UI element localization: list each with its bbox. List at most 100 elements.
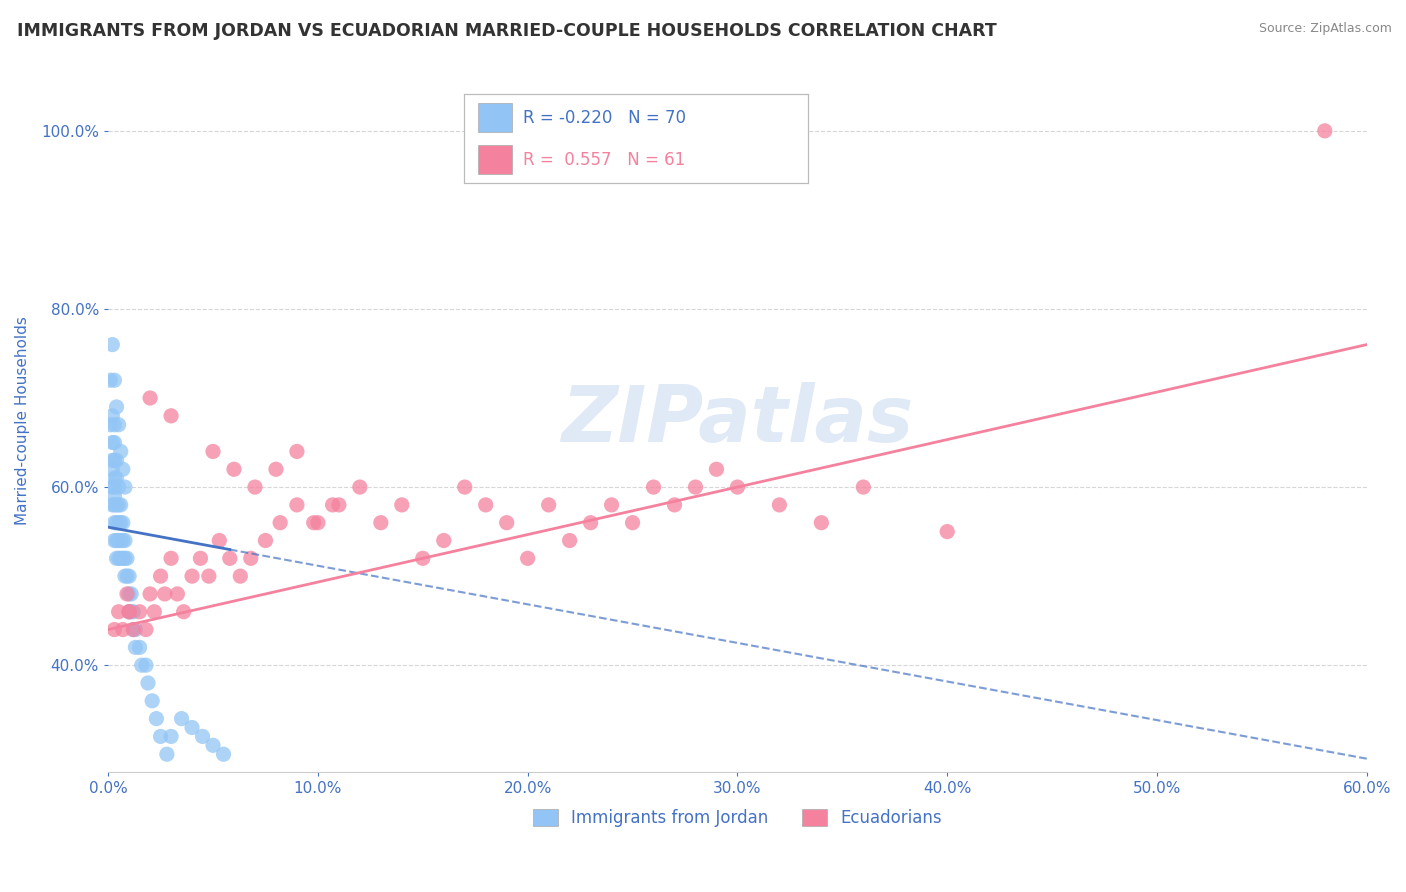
Point [114, 551, 136, 566]
Legend: Immigrants from Jordan, Ecuadorians: Immigrants from Jordan, Ecuadorians [526, 803, 949, 834]
Point [166, 587, 188, 601]
Point [105, 516, 128, 530]
Point [110, 516, 132, 530]
Point [558, 533, 581, 548]
Point [111, 623, 134, 637]
Point [118, 569, 141, 583]
Point [101, 435, 124, 450]
Point [105, 498, 128, 512]
Point [454, 480, 477, 494]
Point [391, 498, 413, 512]
Point [412, 551, 434, 566]
Point [135, 658, 157, 673]
Point [105, 400, 128, 414]
Point [103, 435, 125, 450]
Point [349, 480, 371, 494]
Point [198, 569, 221, 583]
Point [122, 623, 145, 637]
Point [725, 480, 748, 494]
Point [139, 391, 162, 405]
Point [101, 453, 124, 467]
Point [103, 489, 125, 503]
Point [328, 498, 350, 512]
Point [243, 480, 266, 494]
Point [153, 587, 176, 601]
Point [110, 444, 132, 458]
Text: Source: ZipAtlas.com: Source: ZipAtlas.com [1258, 22, 1392, 36]
Point [115, 569, 138, 583]
Point [149, 730, 172, 744]
Text: ZIPatlas: ZIPatlas [561, 383, 914, 458]
Point [124, 623, 146, 637]
Point [706, 462, 728, 476]
Point [111, 551, 134, 566]
Point [101, 462, 124, 476]
Point [141, 694, 163, 708]
Point [181, 721, 204, 735]
Point [101, 409, 124, 423]
Point [160, 409, 183, 423]
Text: R = -0.220   N = 70: R = -0.220 N = 70 [523, 109, 686, 127]
Point [254, 533, 277, 548]
Text: R =  0.557   N = 61: R = 0.557 N = 61 [523, 151, 685, 169]
Point [114, 569, 136, 583]
Point [685, 480, 707, 494]
Point [122, 605, 145, 619]
Point [202, 444, 225, 458]
Point [264, 462, 287, 476]
Point [202, 739, 225, 753]
Point [110, 498, 132, 512]
Point [122, 623, 145, 637]
Point [103, 373, 125, 387]
Point [160, 730, 183, 744]
Point [105, 453, 128, 467]
Point [160, 551, 183, 566]
Point [103, 533, 125, 548]
Point [118, 587, 141, 601]
Point [105, 471, 128, 485]
Point [131, 658, 153, 673]
Point [145, 712, 167, 726]
Point [936, 524, 959, 539]
Point [111, 516, 134, 530]
Point [118, 605, 141, 619]
Point [307, 516, 329, 530]
Point [103, 516, 125, 530]
Point [128, 640, 150, 655]
Point [110, 551, 132, 566]
Point [322, 498, 344, 512]
Point [370, 516, 392, 530]
Point [285, 498, 308, 512]
Point [136, 676, 159, 690]
Point [810, 516, 832, 530]
Point [516, 551, 538, 566]
Point [101, 498, 124, 512]
Point [98, 373, 121, 387]
Point [103, 453, 125, 467]
Point [269, 516, 291, 530]
Point [107, 498, 129, 512]
Point [103, 471, 125, 485]
FancyBboxPatch shape [478, 103, 512, 132]
Point [107, 417, 129, 432]
Point [621, 516, 644, 530]
Point [229, 569, 252, 583]
Point [156, 747, 179, 762]
Point [181, 569, 204, 583]
Point [107, 551, 129, 566]
Point [110, 533, 132, 548]
Point [474, 498, 496, 512]
Point [600, 498, 623, 512]
Point [143, 605, 166, 619]
Point [105, 551, 128, 566]
Point [107, 605, 129, 619]
Point [120, 605, 142, 619]
Point [101, 337, 124, 351]
Point [433, 533, 456, 548]
Point [111, 533, 134, 548]
Y-axis label: Married-couple Households: Married-couple Households [15, 316, 30, 524]
Point [124, 640, 146, 655]
Point [190, 551, 212, 566]
Point [302, 516, 325, 530]
Point [128, 605, 150, 619]
